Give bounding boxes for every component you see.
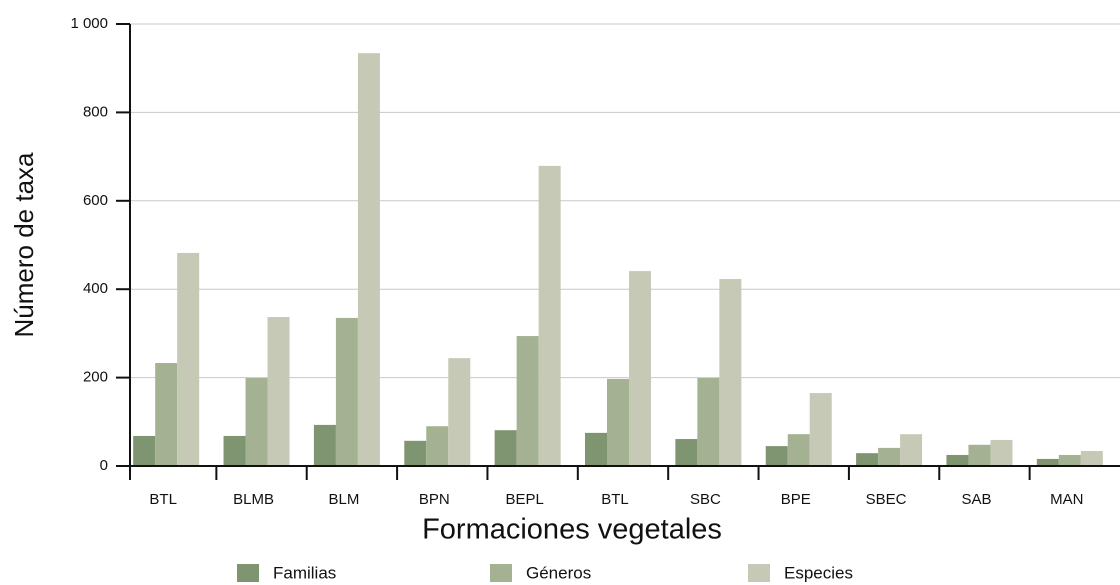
bar [404, 440, 427, 466]
y-axis-label: Número de taxa [9, 152, 39, 338]
bar [900, 434, 923, 466]
bar [719, 279, 742, 466]
bar [267, 317, 290, 466]
bar [133, 435, 156, 466]
bar [629, 271, 651, 466]
x-tick-label: BPE [781, 491, 811, 508]
y-tick-label: 200 [83, 369, 108, 386]
bar [585, 432, 607, 466]
bar [177, 252, 200, 466]
bar [335, 317, 358, 466]
bar [675, 439, 698, 466]
bar [357, 53, 380, 467]
bar [313, 424, 336, 466]
bar [223, 435, 246, 466]
bar [155, 363, 178, 466]
bar [426, 426, 449, 466]
y-tick-label: 400 [83, 280, 108, 297]
bar [787, 434, 810, 466]
bar [809, 393, 832, 466]
bar [1036, 458, 1059, 466]
x-tick-label: BLMB [233, 491, 274, 508]
x-tick-label: BEPL [505, 491, 543, 508]
y-tick-label: 1 000 [70, 15, 108, 32]
x-tick-label: SBC [690, 491, 721, 508]
bar [765, 446, 788, 466]
bar [946, 454, 969, 466]
legend-label: Especies [784, 563, 853, 582]
x-tick-label: SBEC [866, 491, 907, 508]
legend-label: Géneros [526, 563, 591, 582]
x-tick-label: BLM [328, 491, 359, 508]
legend-swatch [748, 564, 770, 582]
x-axis-label: Formaciones vegetales [422, 514, 722, 546]
bar [538, 165, 561, 466]
bar [607, 378, 629, 466]
bar [697, 378, 720, 466]
bar [516, 336, 539, 466]
bar [494, 430, 517, 466]
bar [1080, 450, 1103, 466]
legend-swatch [237, 564, 259, 582]
x-tick-label: SAB [961, 491, 991, 508]
y-tick-label: 600 [83, 192, 108, 209]
bar [448, 358, 471, 466]
bar [878, 447, 901, 466]
x-tick-label: BTL [149, 491, 177, 508]
x-tick-label: BPN [419, 491, 450, 508]
y-tick-label: 800 [83, 103, 108, 120]
legend-swatch [490, 564, 512, 582]
y-tick-label: 0 [100, 457, 108, 474]
bar [856, 453, 879, 466]
bar [245, 378, 268, 466]
x-tick-label: MAN [1050, 491, 1083, 508]
bar [1058, 454, 1081, 466]
bar [968, 444, 991, 466]
bar [990, 439, 1013, 466]
x-tick-label: BTL [601, 491, 629, 508]
legend-label: Familias [273, 563, 336, 582]
